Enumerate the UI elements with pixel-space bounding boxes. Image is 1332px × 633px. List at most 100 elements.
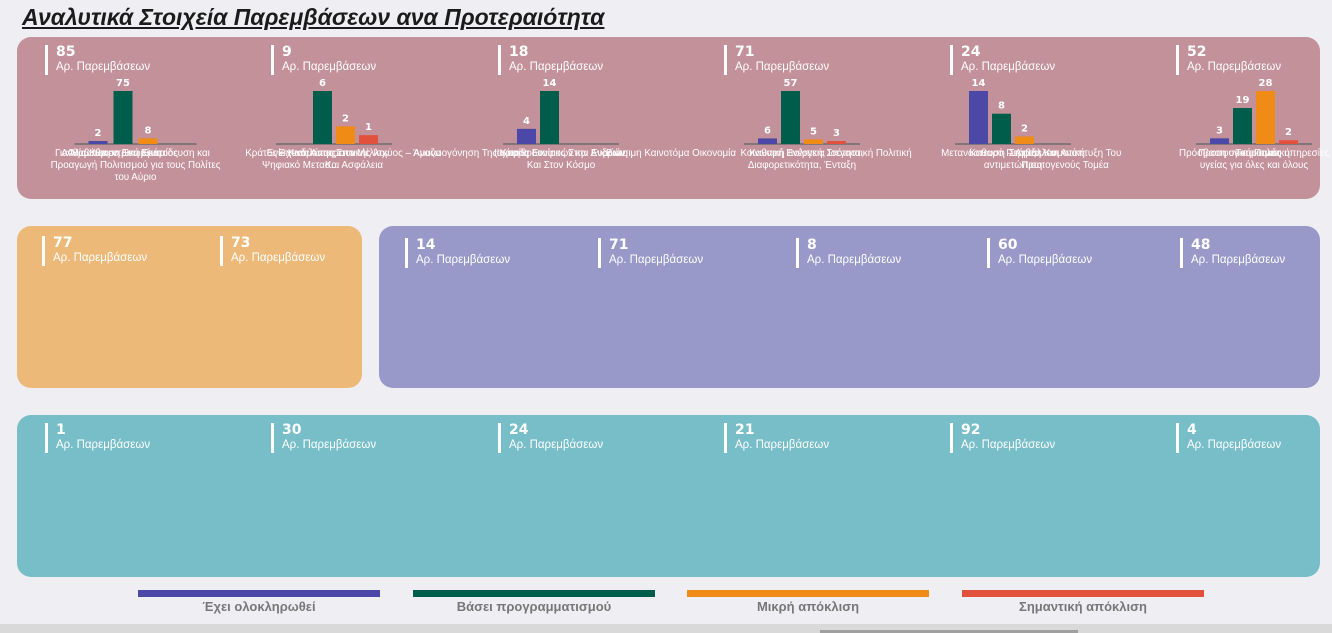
bar-on-schedule[interactable] bbox=[540, 91, 559, 144]
interventions-total: 4 Αρ. Παρεμβάσεων bbox=[1176, 423, 1281, 453]
total-count: 9 bbox=[282, 44, 292, 60]
bar-on-schedule[interactable] bbox=[1223, 141, 1242, 144]
priority-card[interactable]: 24 Αρ. Παρεμβάσεων 24 Ισχυρός Εταίρος Στην … bbox=[494, 128, 628, 573]
bar-on-schedule[interactable] bbox=[113, 91, 133, 144]
data-label: 5 bbox=[1217, 128, 1224, 139]
bar-major-deviation[interactable] bbox=[699, 141, 718, 144]
priority-card[interactable]: 71 Αρ. Παρεμβάσεων 8 45 12 6 Βιώσιμη Καινοτόμα… bbox=[598, 128, 736, 388]
bar-major-deviation[interactable] bbox=[1038, 141, 1057, 144]
total-count: 14 bbox=[416, 237, 436, 253]
bar-on-schedule[interactable] bbox=[333, 141, 352, 144]
bar-minor-deviation[interactable] bbox=[1015, 136, 1034, 144]
priority-card[interactable]: 48 Αρ. Παρεμβάσεων 5 35 5 3 Τουρισμός bbox=[1180, 128, 1320, 388]
bar-on-schedule[interactable] bbox=[313, 91, 332, 144]
bar-completed[interactable] bbox=[1211, 141, 1230, 144]
data-label: 9 bbox=[157, 128, 164, 139]
priority-card[interactable]: 24 Αρ. Παρεμβάσεων 14 8 2 Μετανάστευση – Αποτ… bbox=[941, 45, 1085, 195]
bar-on-schedule[interactable] bbox=[649, 141, 668, 144]
priority-card[interactable]: 92 Αρ. Παρεμβάσεων 8 45 32 7 Καθαρό Περιβάλλον bbox=[950, 128, 1071, 573]
priority-card[interactable]: 21 Αρ. Παρεμβάσεων 4 9 7 1 Καθαρή Ενέργεια bbox=[724, 128, 845, 573]
horizontal-scrollbar[interactable] bbox=[0, 624, 1332, 633]
data-label: 2 bbox=[342, 113, 349, 124]
bar-completed[interactable] bbox=[743, 141, 762, 144]
priority-name: Κοινωνική πολιτική, Ισότητα, Διαφορετικό… bbox=[740, 148, 864, 171]
bar-completed[interactable] bbox=[253, 141, 273, 144]
priority-card[interactable]: 73 Αρ. Παρεμβάσεων 11 36 20 6 Κράτος – Καταλύτ… bbox=[220, 128, 365, 386]
bar-on-schedule[interactable] bbox=[87, 141, 106, 144]
bar-minor-deviation[interactable] bbox=[674, 141, 693, 144]
bar-minor-deviation[interactable] bbox=[125, 141, 145, 144]
priority-card[interactable]: 52 Αρ. Παρεμβάσεων 3 19 28 2 Πρόσβαση σε ποιοτ… bbox=[1176, 45, 1329, 195]
bar-major-deviation[interactable] bbox=[359, 135, 378, 144]
bar-on-schedule[interactable] bbox=[992, 141, 1011, 144]
bar-minor-deviation[interactable] bbox=[481, 141, 500, 144]
bar-on-schedule[interactable] bbox=[847, 141, 866, 144]
bar-on-schedule[interactable] bbox=[1233, 108, 1252, 144]
bar-minor-deviation[interactable] bbox=[1015, 141, 1034, 144]
priority-card[interactable]: 60 Αρ. Παρεμβάσεων 7 40 9 4 Στήριξη Και Ανάπτυ… bbox=[987, 128, 1127, 388]
total-count: 4 bbox=[1187, 422, 1197, 438]
priority-card[interactable]: 30 Αρ. Παρεμβάσεων 9 21 Ενίσχυση Αποτρεπτική… bbox=[267, 128, 441, 573]
data-label: 1 bbox=[818, 128, 825, 139]
interventions-total: 92 Αρ. Παρεμβάσεων bbox=[950, 423, 1055, 453]
priority-card[interactable]: 77 Αρ. Παρεμβάσεων 17 41 10 9 Αναβάθμιση Του Κ… bbox=[42, 128, 187, 386]
bar-on-schedule[interactable] bbox=[1236, 141, 1255, 144]
data-label: 2 bbox=[1285, 127, 1292, 138]
bar-minor-deviation[interactable] bbox=[138, 138, 158, 144]
data-label: 6 bbox=[764, 125, 771, 136]
priority-card[interactable]: 1 Αρ. Παρεμβάσεων 1 Για Μία Κύπρο Ενωμένη bbox=[45, 128, 166, 573]
bar-on-schedule[interactable] bbox=[456, 141, 475, 144]
bar-completed[interactable] bbox=[75, 141, 95, 144]
bar-major-deviation[interactable] bbox=[150, 141, 170, 144]
total-count-label: Αρ. Παρεμβάσεων bbox=[282, 439, 377, 451]
panel-economy bbox=[379, 226, 1320, 388]
bar-completed[interactable] bbox=[517, 128, 536, 144]
priority-name: Προσφυγική Πολιτική bbox=[1198, 148, 1290, 159]
bar-completed[interactable] bbox=[310, 141, 329, 144]
data-label: 14 bbox=[972, 78, 986, 89]
priority-name: Στήριξη Και Ανάπτυξη Του Πρωτογενούς Τομ… bbox=[1008, 148, 1122, 171]
bar-on-schedule[interactable] bbox=[766, 141, 785, 144]
bar-on-schedule[interactable] bbox=[278, 141, 298, 144]
bar-on-schedule[interactable] bbox=[781, 91, 800, 144]
data-label: 9 bbox=[316, 128, 323, 139]
bar-minor-deviation[interactable] bbox=[1261, 141, 1280, 144]
data-label: 14 bbox=[543, 78, 557, 89]
total-count-label: Αρ. Παρεμβάσεων bbox=[735, 61, 830, 73]
bar-completed[interactable] bbox=[969, 91, 988, 144]
interventions-total: 24 Αρ. Παρεμβάσεων bbox=[498, 423, 603, 453]
priority-card[interactable]: 9 Αρ. Παρεμβάσεων 6 2 1 Επενδύοντας στο Μέλλο… bbox=[271, 44, 392, 195]
interventions-total: 1 Αρ. Παρεμβάσεων bbox=[45, 423, 150, 453]
bar-completed[interactable] bbox=[624, 141, 643, 144]
bar-minor-deviation[interactable] bbox=[1068, 141, 1087, 144]
total-count: 92 bbox=[961, 422, 981, 438]
bar-on-schedule[interactable] bbox=[992, 113, 1011, 144]
total-count-label: Αρ. Παρεμβάσεων bbox=[56, 439, 151, 451]
bar-completed[interactable] bbox=[969, 141, 988, 144]
data-label: 36 bbox=[281, 128, 295, 139]
priority-card[interactable]: 85 Αρ. Παρεμβάσεων 2 75 8 Ανθρωποκεντρική Εκπ… bbox=[45, 45, 220, 195]
bar-major-deviation[interactable] bbox=[506, 141, 525, 144]
priority-card[interactable]: 4 Αρ. Παρεμβάσεων 2 2 Προσφυγική Πολιτική bbox=[1176, 128, 1302, 573]
bar-major-deviation[interactable] bbox=[812, 141, 831, 144]
priority-name: Ενίσχυση Αποτρεπτικής Ισχύος – Άμυνα Και… bbox=[266, 148, 442, 171]
bar-on-schedule[interactable] bbox=[540, 141, 559, 144]
bar-completed[interactable] bbox=[1200, 141, 1219, 144]
bar-on-schedule[interactable] bbox=[100, 141, 120, 144]
bar-completed[interactable] bbox=[822, 141, 841, 144]
interventions-total: 52 Αρ. Παρεμβάσεων bbox=[1176, 45, 1281, 75]
priority-card[interactable]: 18 Αρ. Παρεμβάσεων 4 14 Ισότητα Γυναικών και… bbox=[497, 45, 626, 195]
priority-card[interactable]: 8 Αρ. Παρεμβάσεων 1 4 3 Στεγαστική Πολιτική bbox=[796, 128, 930, 388]
priority-card[interactable]: 14 Αρ. Παρεμβάσεων 8 4 2 Αναζωογόνηση Της Υπα… bbox=[405, 128, 543, 388]
scrollbar-thumb[interactable] bbox=[820, 630, 1078, 633]
bar-minor-deviation[interactable] bbox=[1256, 91, 1275, 144]
bar-major-deviation[interactable] bbox=[1093, 141, 1112, 144]
data-label: 4 bbox=[523, 116, 530, 127]
bar-major-deviation[interactable] bbox=[1286, 141, 1305, 144]
data-label: 8 bbox=[462, 128, 469, 139]
bar-minor-deviation[interactable] bbox=[336, 126, 355, 144]
data-label: 17 bbox=[78, 128, 92, 139]
bar-minor-deviation[interactable] bbox=[872, 141, 891, 144]
priority-card[interactable]: 71 Αρ. Παρεμβάσεων 6 57 5 3 Κοινωνική πολιτική… bbox=[724, 45, 864, 195]
bar-minor-deviation[interactable] bbox=[789, 141, 808, 144]
